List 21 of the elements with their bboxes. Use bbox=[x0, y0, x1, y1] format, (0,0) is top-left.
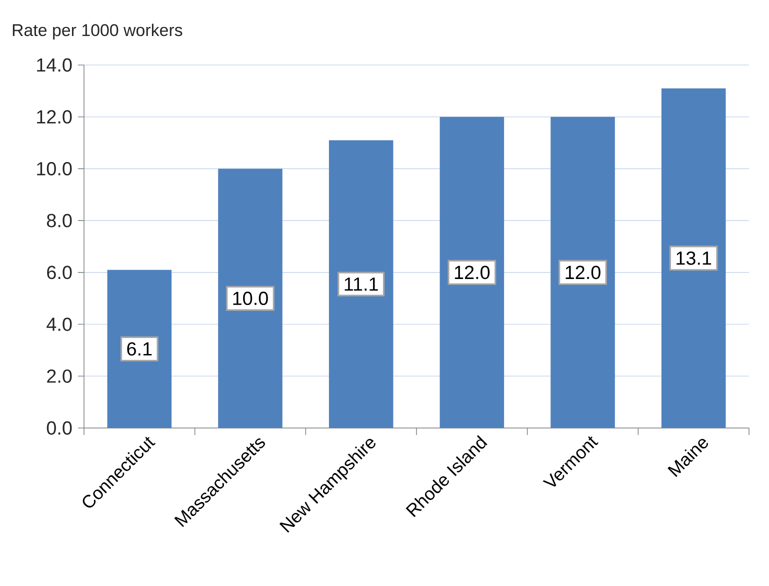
y-axis-title: Rate per 1000 workers bbox=[12, 24, 182, 40]
y-tick-label: 12.0 bbox=[37, 110, 72, 124]
bar bbox=[550, 116, 615, 428]
y-tick-label: 10.0 bbox=[37, 162, 72, 176]
y-tick-label: 2.0 bbox=[47, 369, 72, 383]
data-label: 12.0 bbox=[454, 266, 490, 280]
data-label: 10.0 bbox=[233, 292, 268, 306]
y-tick-label: 6.0 bbox=[47, 266, 72, 280]
y-tick-label: 14.0 bbox=[37, 58, 72, 72]
data-label: 13.1 bbox=[676, 251, 712, 265]
data-label: 12.0 bbox=[566, 266, 600, 280]
data-label: 11.1 bbox=[344, 278, 378, 291]
bar bbox=[107, 270, 172, 428]
bar bbox=[328, 140, 394, 428]
y-tick-label: 4.0 bbox=[46, 318, 72, 331]
bar bbox=[218, 168, 282, 428]
y-tick-label: 0.0 bbox=[46, 421, 72, 435]
data-label: 6.1 bbox=[127, 342, 152, 356]
y-tick-label: 8.0 bbox=[46, 214, 72, 228]
bar bbox=[661, 88, 726, 428]
bar bbox=[440, 116, 504, 428]
